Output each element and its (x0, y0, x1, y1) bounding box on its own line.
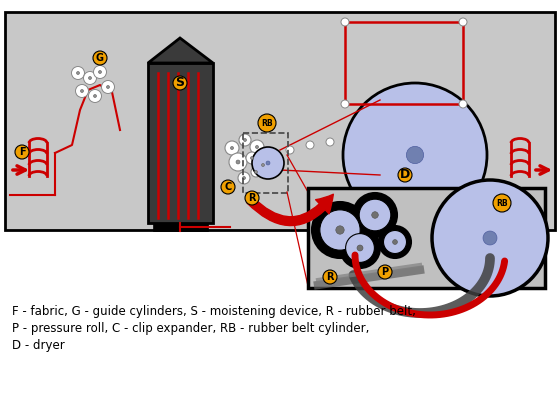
Circle shape (483, 231, 497, 245)
Circle shape (384, 230, 407, 254)
Text: R: R (326, 272, 334, 282)
Bar (243, 133, 288, 193)
Circle shape (266, 161, 270, 165)
Circle shape (493, 194, 511, 212)
Circle shape (250, 140, 264, 154)
Circle shape (239, 134, 251, 146)
Circle shape (379, 226, 411, 258)
Circle shape (312, 202, 368, 258)
Circle shape (340, 228, 380, 268)
Circle shape (88, 76, 91, 80)
Circle shape (262, 164, 264, 166)
Circle shape (432, 180, 548, 296)
Circle shape (341, 100, 349, 108)
Circle shape (81, 90, 83, 92)
Circle shape (398, 168, 412, 182)
Circle shape (255, 146, 259, 148)
Circle shape (320, 210, 360, 250)
Circle shape (83, 72, 96, 84)
Circle shape (225, 141, 239, 155)
Circle shape (106, 86, 110, 88)
Circle shape (343, 83, 487, 227)
Text: C: C (225, 182, 232, 192)
Circle shape (93, 51, 107, 65)
Circle shape (323, 270, 337, 284)
Text: P - pressure roll, C - clip expander, RB - rubber belt cylinder,: P - pressure roll, C - clip expander, RB… (12, 322, 370, 335)
Circle shape (365, 180, 465, 280)
Circle shape (244, 138, 246, 142)
Circle shape (252, 147, 284, 179)
Circle shape (341, 18, 349, 26)
Circle shape (238, 172, 250, 184)
Circle shape (242, 176, 245, 180)
Circle shape (15, 145, 29, 159)
Text: P: P (381, 267, 389, 277)
Polygon shape (148, 38, 213, 63)
Circle shape (357, 245, 363, 251)
Circle shape (286, 146, 294, 154)
Circle shape (346, 234, 375, 262)
Circle shape (254, 170, 258, 174)
Circle shape (94, 94, 96, 98)
Circle shape (101, 80, 114, 94)
Circle shape (250, 156, 254, 160)
Circle shape (76, 84, 88, 98)
Circle shape (326, 138, 334, 146)
Circle shape (459, 100, 467, 108)
Bar (148, 63, 213, 223)
Text: RB: RB (261, 118, 273, 128)
Text: F: F (18, 147, 25, 157)
Text: S: S (175, 76, 184, 90)
Bar (153, 223, 208, 231)
Circle shape (99, 70, 101, 74)
Circle shape (336, 226, 344, 234)
Circle shape (72, 66, 85, 80)
Circle shape (229, 153, 247, 171)
Circle shape (258, 114, 276, 132)
Text: RB: RB (496, 198, 508, 208)
Text: R: R (248, 193, 256, 203)
Circle shape (459, 18, 467, 26)
Circle shape (393, 240, 398, 244)
Circle shape (359, 199, 391, 231)
Circle shape (407, 146, 423, 164)
Circle shape (378, 265, 392, 279)
Circle shape (258, 160, 268, 170)
Circle shape (306, 141, 314, 149)
Text: G: G (96, 53, 104, 63)
Text: D: D (400, 168, 410, 182)
Circle shape (251, 167, 261, 177)
Circle shape (246, 152, 258, 164)
Text: D - dryer: D - dryer (12, 339, 65, 352)
Circle shape (245, 191, 259, 205)
Circle shape (221, 180, 235, 194)
Circle shape (173, 76, 187, 90)
Text: F - fabric, G - guide cylinders, S - moistening device, R - rubber belt,: F - fabric, G - guide cylinders, S - moi… (12, 305, 416, 318)
Circle shape (231, 146, 234, 150)
FancyArrowPatch shape (247, 194, 333, 226)
Bar (5, 12, 555, 230)
Circle shape (88, 90, 101, 102)
Bar (345, 22, 463, 104)
Circle shape (77, 72, 80, 74)
Circle shape (353, 193, 397, 237)
Circle shape (94, 66, 106, 78)
Circle shape (236, 160, 240, 164)
Circle shape (372, 212, 379, 218)
Bar (308, 188, 545, 288)
